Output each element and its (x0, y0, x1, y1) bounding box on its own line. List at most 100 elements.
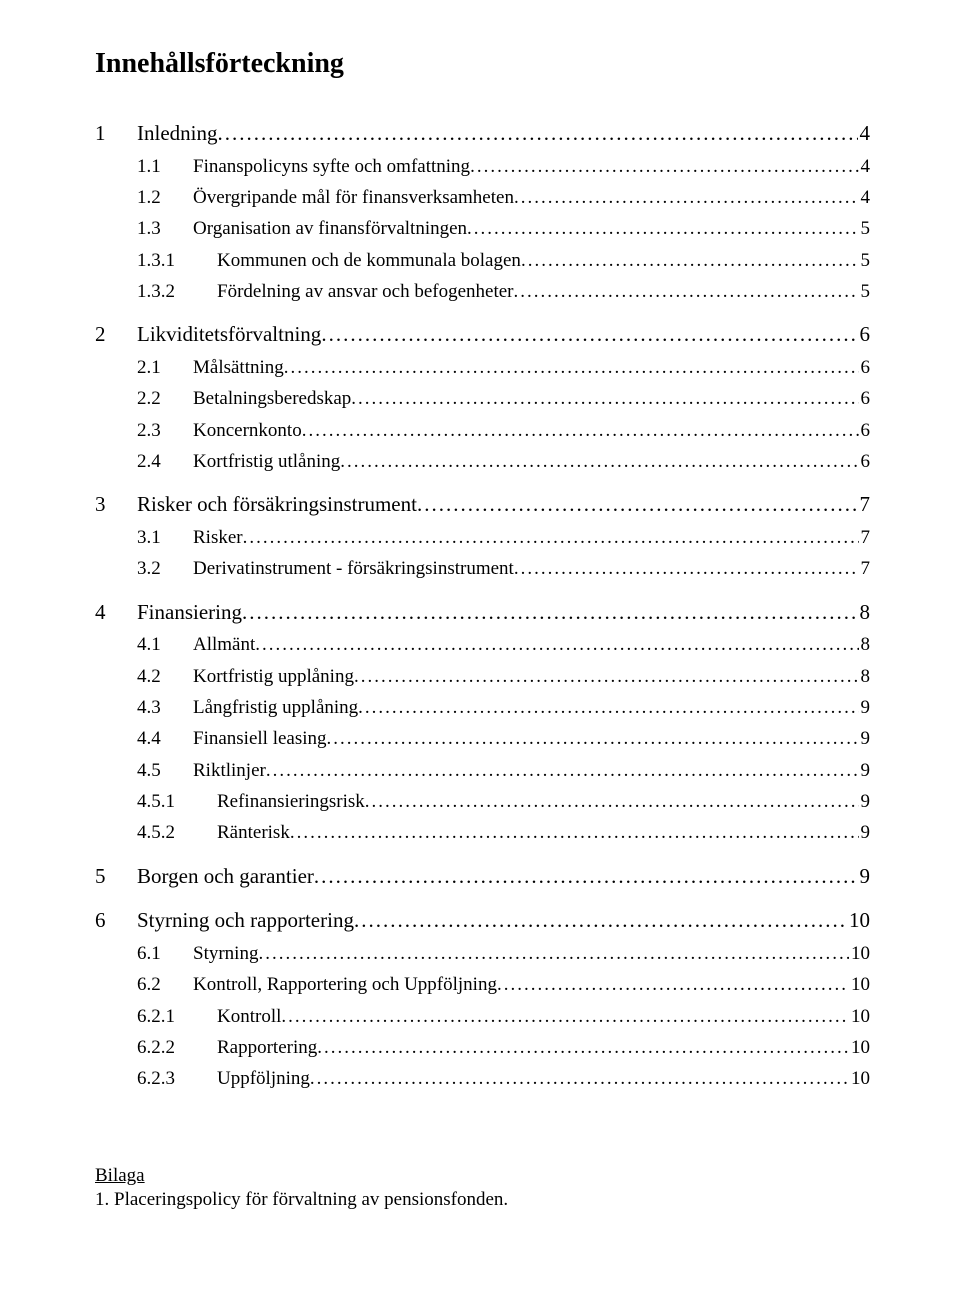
toc-entry-number: 2.3 (137, 415, 193, 446)
toc-entry-label: 6.2.3Uppföljning (95, 1063, 310, 1094)
toc-entry-number: 1.3.2 (137, 276, 217, 307)
toc-entry-page: 9 (859, 692, 871, 723)
toc-entry-number: 2.4 (137, 446, 193, 477)
toc-entry-text: Borgen och garantier (137, 864, 314, 888)
toc-entry-page: 5 (859, 245, 871, 276)
toc-dot-leader: ........................................… (314, 859, 858, 894)
toc-entry-label: 3.1Risker (95, 522, 243, 553)
toc-entry: 5Borgen och garantier...................… (95, 859, 870, 894)
toc-entry-page: 10 (847, 903, 870, 938)
toc-entry-text: Kortfristig upplåning (193, 666, 354, 687)
toc-entry-number: 3.1 (137, 522, 193, 553)
toc-entry-number: 2.2 (137, 383, 193, 414)
toc-entry-label: 6.2.2Rapportering (95, 1032, 317, 1063)
appendix-item: 1. Placeringspolicy för förvaltning av p… (95, 1189, 870, 1211)
toc-dot-leader: ........................................… (514, 276, 859, 307)
toc-entry-label: 1.2Övergripande mål för finansverksamhet… (95, 182, 514, 213)
toc-entry: 4.4Finansiell leasing...................… (95, 723, 870, 754)
toc-entry-label: 4.5Riktlinjer (95, 755, 266, 786)
toc-dot-leader: ........................................… (255, 629, 858, 660)
toc-entry-number: 6.2.2 (137, 1032, 217, 1063)
toc-entry-text: Styrning och rapportering (137, 908, 354, 932)
toc-entry-label: 2.2Betalningsberedskap (95, 383, 351, 414)
toc-entry-page: 7 (859, 553, 871, 584)
toc-entry-page: 9 (858, 859, 871, 894)
toc-entry: 6Styrning och rapportering..............… (95, 903, 870, 938)
toc-entry-text: Långfristig upplåning (193, 697, 358, 718)
toc-entry: 6.2.1Kontroll...........................… (95, 1001, 870, 1032)
toc-entry-label: 2Likviditetsförvaltning (95, 317, 321, 352)
toc-entry-label: 1.3Organisation av finansförvaltningen (95, 213, 467, 244)
toc-dot-leader: ........................................… (467, 213, 858, 244)
toc-entry-number: 5 (95, 859, 137, 894)
toc-dot-leader: ........................................… (354, 903, 847, 938)
toc-entry-page: 8 (859, 629, 871, 660)
toc-entry: 1.3.1Kommunen och de kommunala bolagen..… (95, 245, 870, 276)
toc-entry-number: 4 (95, 595, 137, 630)
toc-entry-text: Riktlinjer (193, 760, 266, 781)
toc-entry-page: 4 (858, 116, 871, 151)
toc-entry-number: 4.2 (137, 661, 193, 692)
toc-entry: 4.5.1Refinansieringsrisk................… (95, 786, 870, 817)
toc-entry-text: Risker och försäkringsinstrument (137, 492, 417, 516)
toc-entry: 1.3Organisation av finansförvaltningen..… (95, 213, 870, 244)
toc-entry-page: 9 (859, 723, 871, 754)
toc-entry-label: 1.1Finanspolicyns syfte och omfattning (95, 151, 470, 182)
toc-entry: 4.1Allmänt..............................… (95, 629, 870, 660)
toc-dot-leader: ........................................… (317, 1032, 849, 1063)
toc-entry-text: Fördelning av ansvar och befogenheter (217, 281, 514, 302)
toc-entry-page: 10 (849, 1001, 870, 1032)
toc-entry-page: 4 (859, 182, 871, 213)
toc-entry: 4.2Kortfristig upplåning................… (95, 661, 870, 692)
toc-entry-text: Allmänt (193, 634, 255, 655)
page-title: Innehållsförteckning (95, 48, 870, 80)
toc-entry-text: Finansiering (137, 600, 242, 624)
toc-entry-number: 1.3 (137, 213, 193, 244)
toc-entry-text: Övergripande mål för finansverksamheten (193, 187, 514, 208)
toc-entry-label: 3.2Derivatinstrument - försäkringsinstru… (95, 553, 514, 584)
toc-entry: 6.2.3Uppföljning........................… (95, 1063, 870, 1094)
toc-dot-leader: ........................................… (310, 1063, 849, 1094)
toc-dot-leader: ........................................… (321, 317, 857, 352)
toc-page: Innehållsförteckning 1Inledning.........… (0, 0, 960, 1259)
toc-entry-text: Risker (193, 527, 243, 548)
toc-entry-text: Kortfristig utlåning (193, 451, 340, 472)
toc-entry-label: 4.4Finansiell leasing (95, 723, 327, 754)
toc-entry-number: 2 (95, 317, 137, 352)
toc-entry: 4.5.2Ränterisk..........................… (95, 817, 870, 848)
toc-entry: 4.5Riktlinjer...........................… (95, 755, 870, 786)
toc-entry: 2.4Kortfristig utlåning.................… (95, 446, 870, 477)
toc-entry-text: Kontroll (217, 1006, 281, 1027)
toc-entry-number: 6 (95, 903, 137, 938)
toc-entry: 6.1Styrning.............................… (95, 938, 870, 969)
toc-entry: 6.2.2Rapportering.......................… (95, 1032, 870, 1063)
toc-entry-text: Finanspolicyns syfte och omfattning (193, 156, 470, 177)
toc-entry-number: 6.1 (137, 938, 193, 969)
toc-entry: 1Inledning..............................… (95, 116, 870, 151)
toc-entry-page: 10 (849, 938, 870, 969)
toc-entry: 4Finansiering...........................… (95, 595, 870, 630)
toc-entry-label: 6.2Kontroll, Rapportering och Uppföljnin… (95, 969, 497, 1000)
toc-entry-page: 6 (859, 446, 871, 477)
toc-entry-text: Likviditetsförvaltning (137, 322, 321, 346)
toc-entry: 2.3Koncernkonto.........................… (95, 415, 870, 446)
toc-entry: 1.1Finanspolicyns syfte och omfattning..… (95, 151, 870, 182)
toc-entry-page: 9 (859, 786, 871, 817)
appendix-list: 1. Placeringspolicy för förvaltning av p… (95, 1189, 870, 1211)
toc-entry-label: 6Styrning och rapportering (95, 903, 354, 938)
toc-dot-leader: ........................................… (358, 692, 858, 723)
toc-entry: 3.2Derivatinstrument - försäkringsinstru… (95, 553, 870, 584)
toc-entry-text: Kontroll, Rapportering och Uppföljning (193, 974, 497, 995)
toc-entry: 2.1Målsättning..........................… (95, 352, 870, 383)
toc-entry-label: 6.1Styrning (95, 938, 258, 969)
toc-entry-number: 4.5.1 (137, 786, 217, 817)
appendix-heading: Bilaga (95, 1165, 870, 1187)
toc-entry-number: 3 (95, 487, 137, 522)
toc-entry-label: 3Risker och försäkringsinstrument (95, 487, 417, 522)
toc-entry: 6.2Kontroll, Rapportering och Uppföljnin… (95, 969, 870, 1000)
toc-entry-number: 3.2 (137, 553, 193, 584)
toc-entry-page: 5 (859, 276, 871, 307)
toc-entry-number: 6.2 (137, 969, 193, 1000)
toc-entry-page: 9 (859, 755, 871, 786)
toc-entry-label: 4.1Allmänt (95, 629, 255, 660)
